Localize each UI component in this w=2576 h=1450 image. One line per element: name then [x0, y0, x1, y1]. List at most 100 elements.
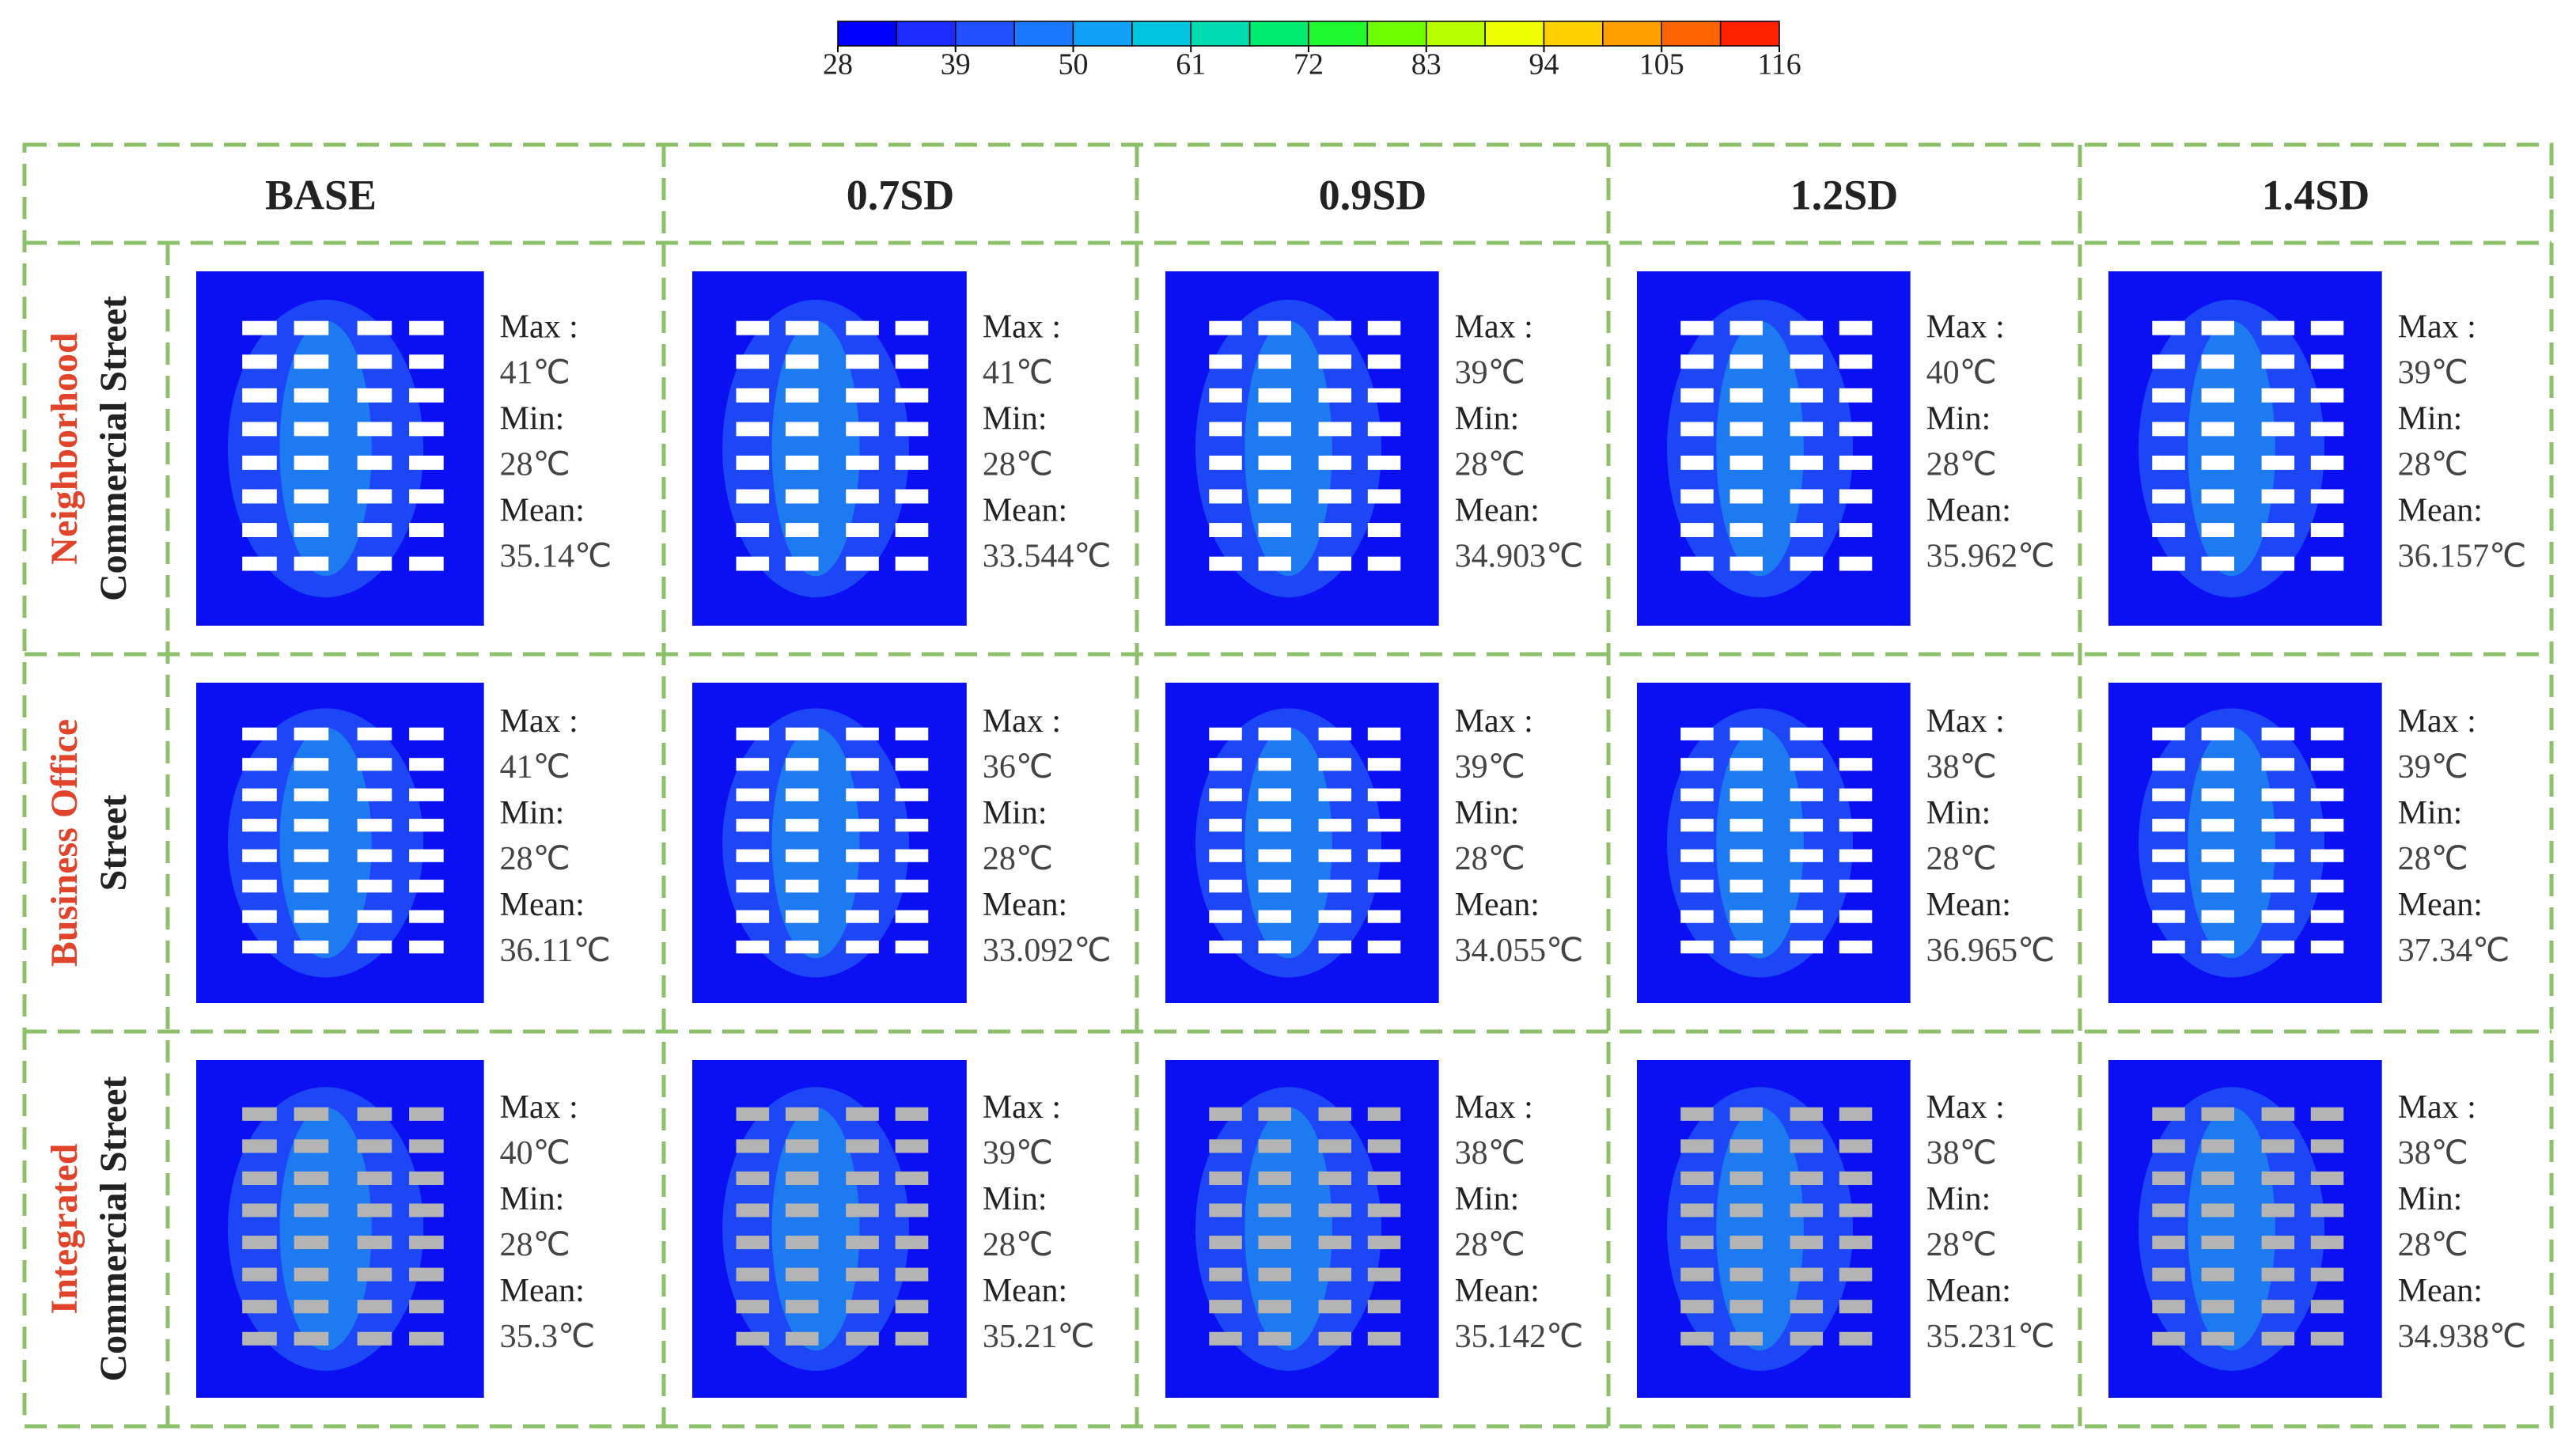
building — [2261, 1203, 2295, 1217]
simulation-map — [1637, 271, 1911, 626]
building — [409, 1331, 444, 1346]
building — [1729, 1107, 1763, 1121]
building — [1367, 1267, 1401, 1282]
building — [1729, 819, 1763, 832]
building — [1209, 1300, 1242, 1314]
building — [2310, 354, 2344, 369]
building — [294, 849, 329, 862]
building — [1209, 556, 1242, 571]
mean-value: 35.962℃ — [1926, 539, 2055, 575]
building — [242, 354, 277, 369]
building — [1318, 910, 1352, 923]
building — [785, 523, 819, 537]
building — [1367, 556, 1401, 571]
building — [2152, 1203, 2185, 1217]
building — [1839, 1139, 1873, 1153]
colorbar-label: 39 — [941, 48, 971, 81]
building — [242, 489, 277, 504]
building — [2310, 819, 2344, 832]
building — [2261, 880, 2295, 893]
map-glow — [279, 727, 372, 959]
building — [2152, 849, 2185, 862]
building — [2261, 941, 2295, 954]
building — [2152, 422, 2185, 437]
building — [294, 422, 329, 437]
building — [2310, 1331, 2344, 1346]
building — [736, 1267, 770, 1282]
building — [1367, 455, 1401, 470]
building — [1258, 910, 1292, 923]
mean-value: 33.544℃ — [983, 539, 1112, 575]
building — [2310, 388, 2344, 403]
building — [846, 849, 879, 862]
building — [2261, 1300, 2295, 1314]
building — [1209, 354, 1242, 369]
building — [1790, 523, 1824, 537]
building — [1680, 788, 1714, 801]
building — [846, 354, 879, 369]
max-label: Max : — [1926, 309, 2005, 346]
building — [846, 758, 879, 771]
building — [2201, 788, 2235, 801]
simulation-map — [2108, 271, 2382, 626]
building — [409, 1236, 444, 1250]
building — [1258, 788, 1292, 801]
colorbar-band — [1248, 21, 1309, 47]
building — [2201, 1300, 2235, 1314]
building — [2201, 422, 2235, 437]
building — [846, 941, 879, 954]
building — [785, 910, 819, 923]
simulation-map — [692, 683, 967, 1003]
building — [1367, 910, 1401, 923]
building — [1729, 788, 1763, 801]
building — [895, 941, 929, 954]
building — [1729, 523, 1763, 537]
building — [357, 819, 392, 832]
building — [294, 1139, 329, 1153]
building — [846, 880, 879, 893]
building — [1367, 1171, 1401, 1185]
building — [1790, 880, 1824, 893]
building — [1367, 1139, 1401, 1153]
map-glow — [2188, 320, 2275, 577]
max-value: 38℃ — [1926, 1135, 1997, 1172]
building — [1729, 1171, 1763, 1185]
max-value: 38℃ — [1455, 1135, 1525, 1172]
building — [409, 320, 444, 335]
building — [294, 758, 329, 771]
mean-value: 36.965℃ — [1926, 933, 2055, 969]
building — [2261, 1236, 2295, 1250]
building — [294, 388, 329, 403]
building — [2152, 556, 2185, 571]
building — [1680, 320, 1714, 335]
building — [1680, 880, 1714, 893]
building — [294, 941, 329, 954]
building — [1680, 1139, 1714, 1153]
building — [2152, 910, 2185, 923]
max-label: Max : — [1926, 703, 2005, 740]
building — [409, 788, 444, 801]
building — [1790, 422, 1824, 437]
building — [242, 1203, 277, 1217]
building — [2310, 1236, 2344, 1250]
building — [2310, 880, 2344, 893]
simulation-map — [196, 1060, 484, 1398]
building — [1839, 1300, 1873, 1314]
max-value: 39℃ — [1455, 355, 1525, 392]
building — [357, 489, 392, 504]
building — [846, 388, 879, 403]
building — [736, 941, 770, 954]
building — [1318, 941, 1352, 954]
building — [2261, 819, 2295, 832]
min-label: Min: — [1455, 795, 1520, 831]
building — [895, 1331, 929, 1346]
building — [2152, 1267, 2185, 1282]
map-glow — [2188, 1107, 2275, 1351]
building — [895, 455, 929, 470]
building — [1318, 455, 1352, 470]
building — [1367, 727, 1401, 740]
building — [895, 523, 929, 537]
min-value: 28℃ — [2398, 447, 2468, 483]
building — [785, 1300, 819, 1314]
max-label: Max : — [2398, 1089, 2476, 1126]
